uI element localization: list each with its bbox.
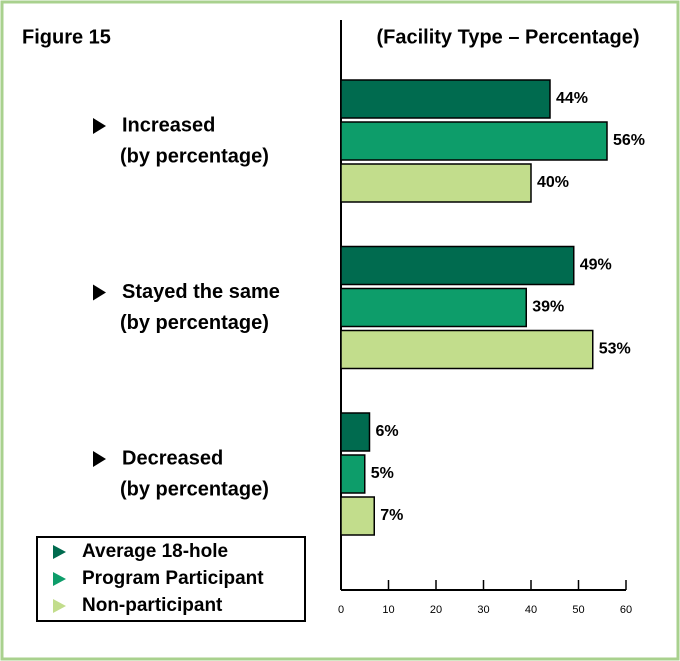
chart-subtitle: (Facility Type – Percentage) [376,26,639,48]
category-arrow [93,118,106,134]
bar [340,245,575,286]
chart-title: Figure 15 [22,26,111,48]
legend-marker [53,545,66,559]
legend-marker [53,599,66,613]
x-tick-label: 20 [430,604,442,616]
category-label: Stayed the same [122,281,280,303]
bar [340,329,594,370]
value-label: 40% [537,174,569,191]
value-label: 56% [613,132,645,149]
category-label: Increased [122,114,215,136]
value-label: 6% [376,423,399,440]
x-tick-label: 30 [477,604,489,616]
x-tick-label: 10 [382,604,394,616]
value-label: 7% [380,507,403,524]
category-label: Decreased [122,447,223,469]
legend [36,536,306,622]
value-label: 39% [532,299,564,316]
x-tick-label: 50 [572,604,584,616]
bar [340,287,527,328]
value-label: 49% [580,257,612,274]
x-tick-label: 40 [525,604,537,616]
bar [340,79,551,119]
x-tick-label: 60 [620,604,632,616]
category-arrow [93,284,106,301]
category-label: (by percentage) [120,312,269,334]
bar [340,121,608,161]
bar [340,163,532,203]
bar [340,496,375,536]
category-label: (by percentage) [120,478,269,500]
legend-label: Average 18-hole [82,541,228,562]
x-tick-label: 0 [338,604,344,616]
legend-label: Non-participant [82,595,223,616]
value-label: 44% [556,90,588,107]
legend-label: Program Participant [82,568,264,589]
bar [340,454,366,494]
bar [340,412,371,452]
value-label: 5% [371,465,394,482]
value-label: 53% [599,341,631,358]
legend-marker [53,572,66,586]
category-label: (by percentage) [120,145,269,167]
category-arrow [93,451,106,467]
